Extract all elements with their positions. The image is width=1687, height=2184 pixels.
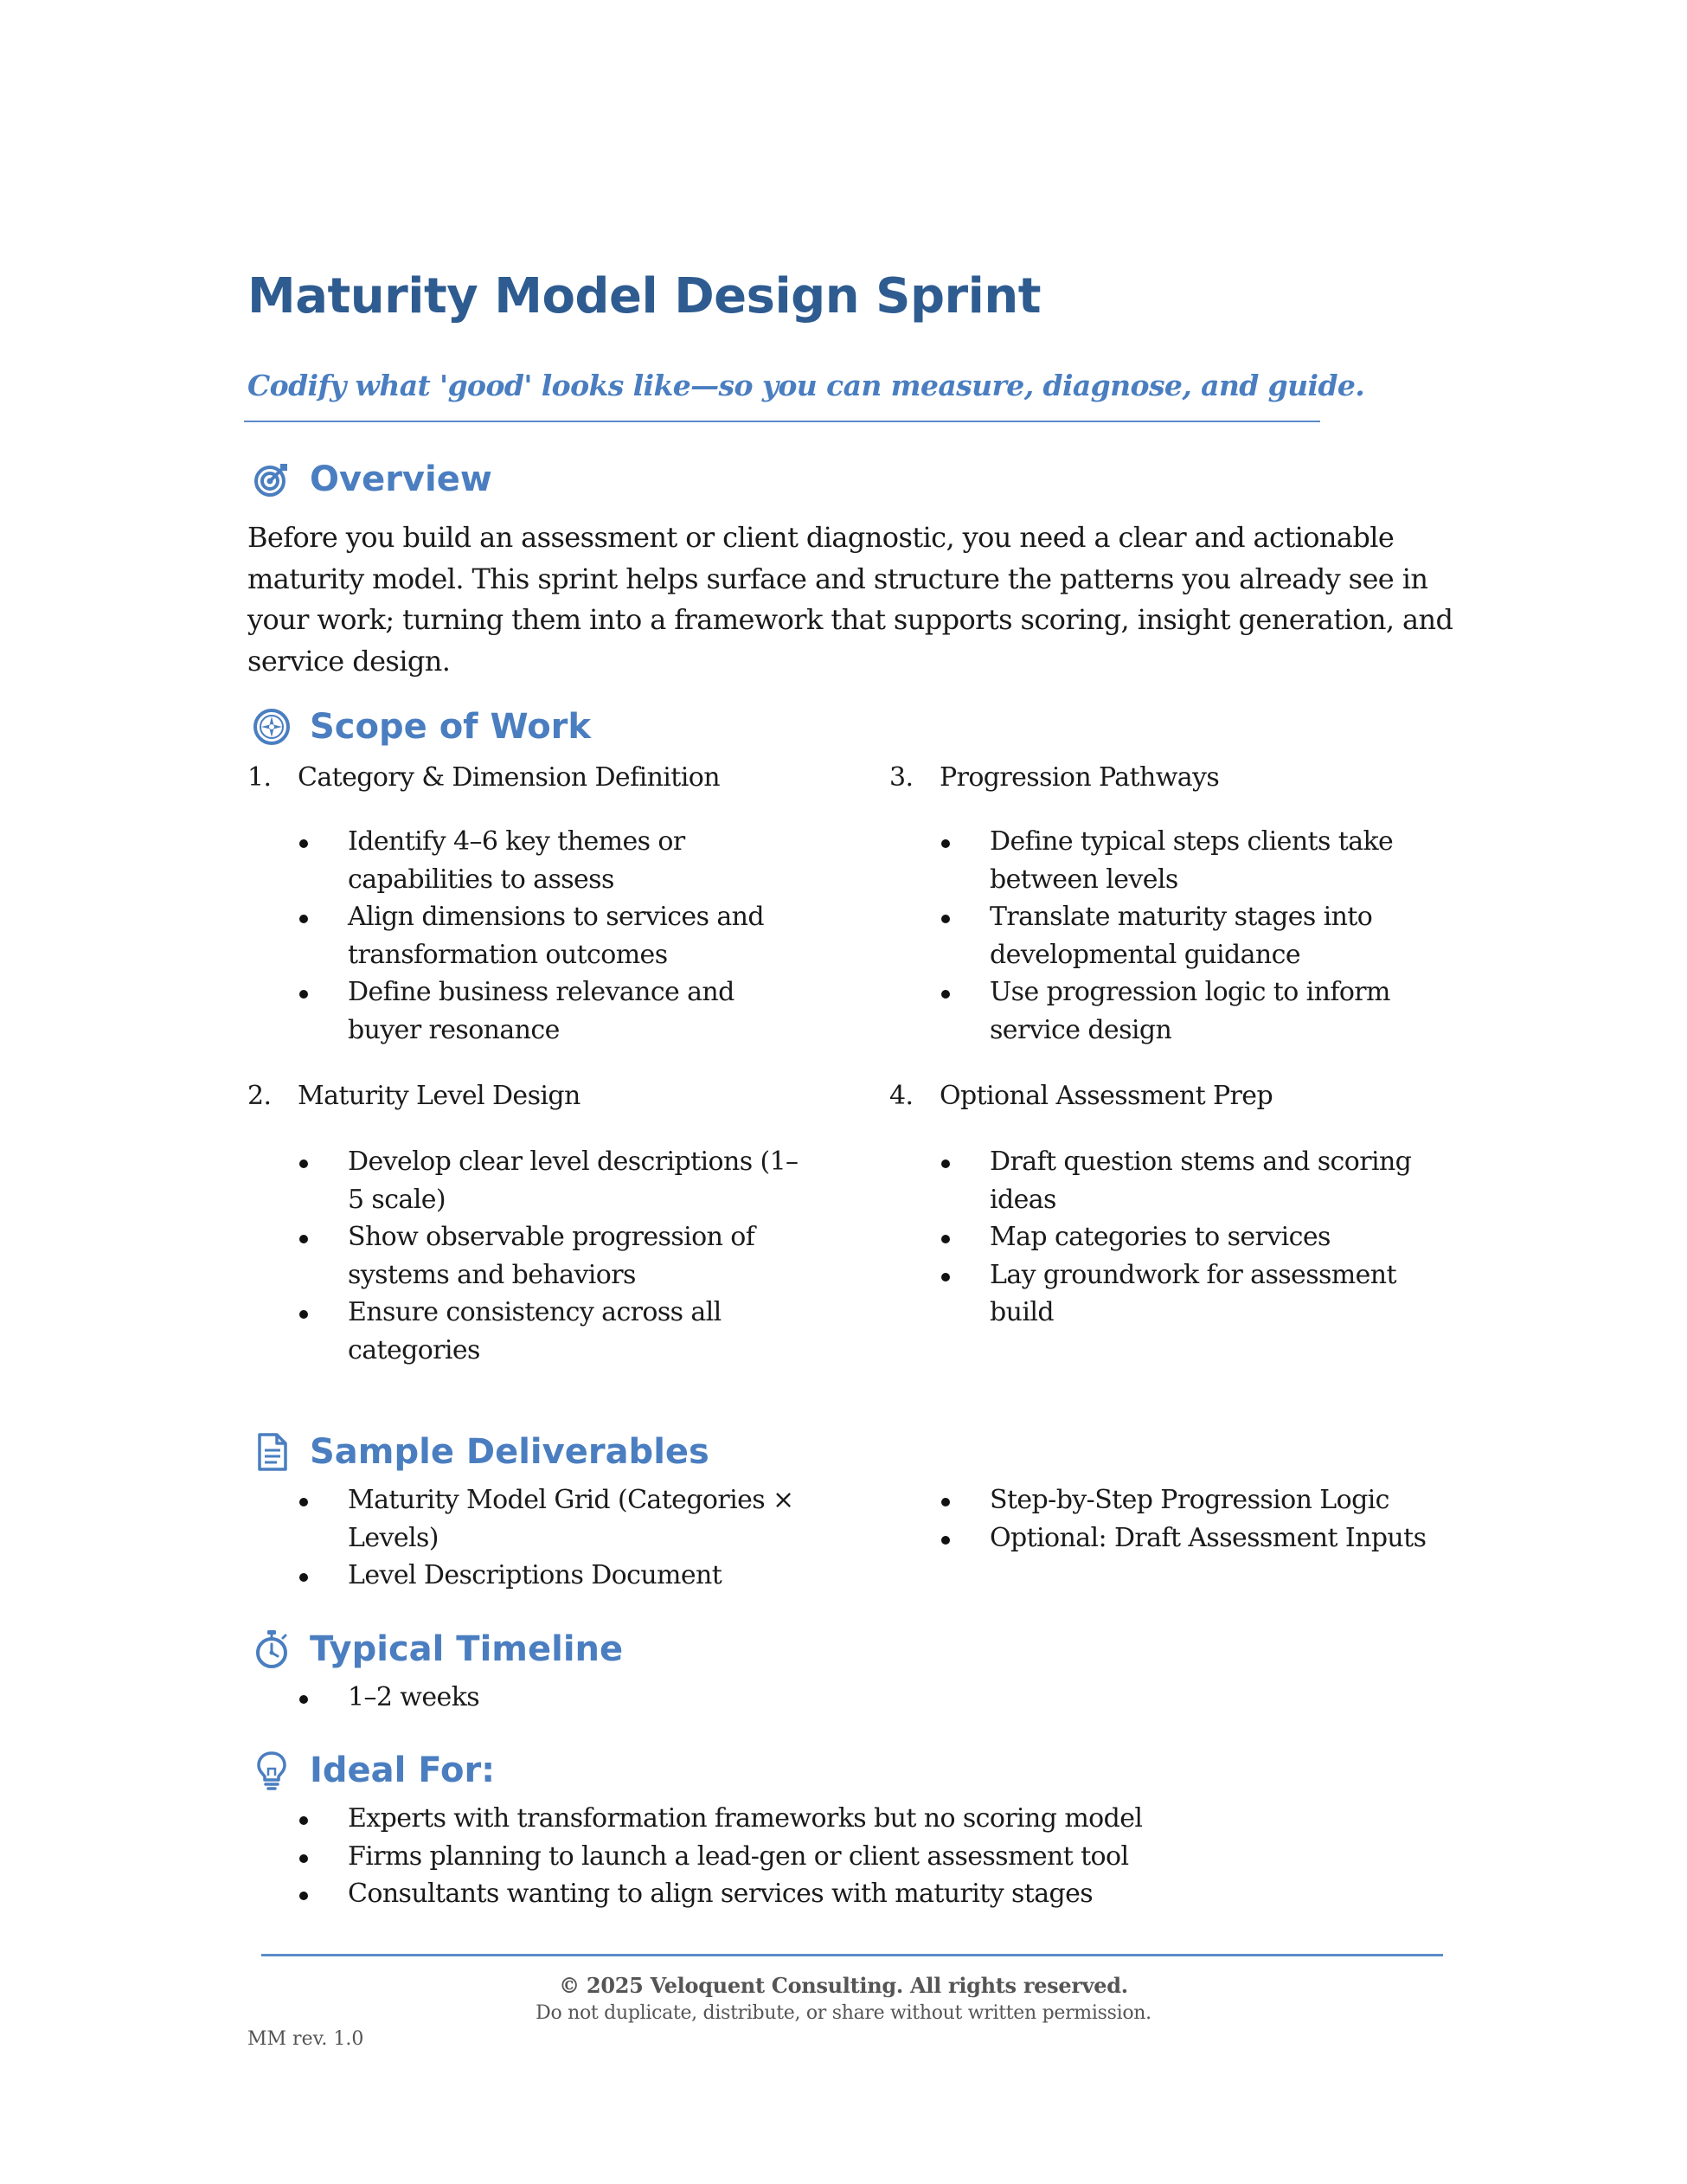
scope-item-2: 2. Maturity Level Design Develop clear l… xyxy=(247,1076,810,1369)
list-item: Map categories to services xyxy=(889,1218,1452,1256)
ideal-list: Experts with transformation frameworks b… xyxy=(247,1800,1459,1913)
list-item: Identify 4–6 key themes or capabilities … xyxy=(247,823,810,898)
subtitle-divider xyxy=(244,421,1320,422)
overview-body: Before you build an assessment or client… xyxy=(247,521,1453,678)
footer-notice: Do not duplicate, distribute, or share w… xyxy=(536,2002,1151,2024)
list-item: 1–2 weeks xyxy=(247,1679,1459,1717)
scope-item-title: Maturity Level Design xyxy=(298,1081,581,1111)
overview-heading-text: Overview xyxy=(310,459,492,499)
list-item: Use progression logic to inform service … xyxy=(889,973,1452,1049)
scope-item-4: 4. Optional Assessment Prep Draft questi… xyxy=(889,1076,1452,1332)
list-item: Step-by-Step Progression Logic xyxy=(889,1481,1452,1519)
timeline-heading: Typical Timeline xyxy=(251,1628,623,1670)
deliverables-heading-text: Sample Deliverables xyxy=(310,1432,709,1472)
list-item: Define business relevance and buyer reso… xyxy=(247,973,810,1049)
timeline-heading-text: Typical Timeline xyxy=(310,1629,624,1669)
scope-item-number: 1. xyxy=(247,762,272,793)
ideal-heading-text: Ideal For: xyxy=(310,1750,496,1790)
document-icon xyxy=(251,1431,292,1473)
scope-heading: Scope of Work xyxy=(251,706,591,748)
deliverables-heading: Sample Deliverables xyxy=(251,1431,709,1473)
scope-item-number: 3. xyxy=(889,762,914,793)
list-item: Level Descriptions Document xyxy=(247,1557,810,1595)
stopwatch-icon xyxy=(251,1628,292,1670)
list-item: Lay groundwork for assessment build xyxy=(889,1256,1452,1332)
scope-item-number: 4. xyxy=(889,1081,914,1111)
compass-icon xyxy=(251,706,292,748)
list-item: Show observable progression of systems a… xyxy=(247,1218,810,1294)
deliverables-left-list: Maturity Model Grid (Categories × Levels… xyxy=(247,1481,810,1595)
list-item: Align dimensions to services and transfo… xyxy=(247,898,810,973)
revision-label: MM rev. 1.0 xyxy=(247,2028,364,2050)
page-title: Maturity Model Design Sprint xyxy=(247,268,1042,324)
list-item: Firms planning to launch a lead-gen or c… xyxy=(247,1838,1459,1876)
overview-heading: Overview xyxy=(251,459,492,500)
list-item: Optional: Draft Assessment Inputs xyxy=(889,1519,1452,1558)
list-item: Define typical steps clients take betwee… xyxy=(889,823,1452,898)
list-item: Consultants wanting to align services wi… xyxy=(247,1875,1459,1913)
list-item: Develop clear level descriptions (1–5 sc… xyxy=(247,1143,810,1218)
list-item: Ensure consistency across all categories xyxy=(247,1294,810,1369)
scope-item-1: 1. Category & Dimension Definition Ident… xyxy=(247,758,810,1049)
target-icon xyxy=(251,459,292,500)
list-item: Experts with transformation frameworks b… xyxy=(247,1800,1459,1838)
list-item: Translate maturity stages into developme… xyxy=(889,898,1452,973)
scope-item-number: 2. xyxy=(247,1081,272,1111)
timeline-list: 1–2 weeks xyxy=(247,1679,1459,1717)
scope-item-3: 3. Progression Pathways Define typical s… xyxy=(889,758,1452,1049)
footer-divider xyxy=(261,1954,1443,1956)
scope-item-title: Category & Dimension Definition xyxy=(298,762,721,793)
page-subtitle: Codify what 'good' looks like—so you can… xyxy=(247,369,1365,402)
footer-copyright: © 2025 Veloquent Consulting. All rights … xyxy=(559,1973,1128,1998)
scope-item-title: Progression Pathways xyxy=(940,762,1220,793)
lightbulb-icon xyxy=(251,1750,292,1791)
scope-item-title: Optional Assessment Prep xyxy=(940,1081,1273,1111)
deliverables-right-list: Step-by-Step Progression Logic Optional:… xyxy=(889,1481,1452,1557)
ideal-heading: Ideal For: xyxy=(251,1750,495,1791)
list-item: Draft question stems and scoring ideas xyxy=(889,1143,1452,1218)
scope-heading-text: Scope of Work xyxy=(310,707,591,747)
list-item: Maturity Model Grid (Categories × Levels… xyxy=(247,1481,810,1557)
